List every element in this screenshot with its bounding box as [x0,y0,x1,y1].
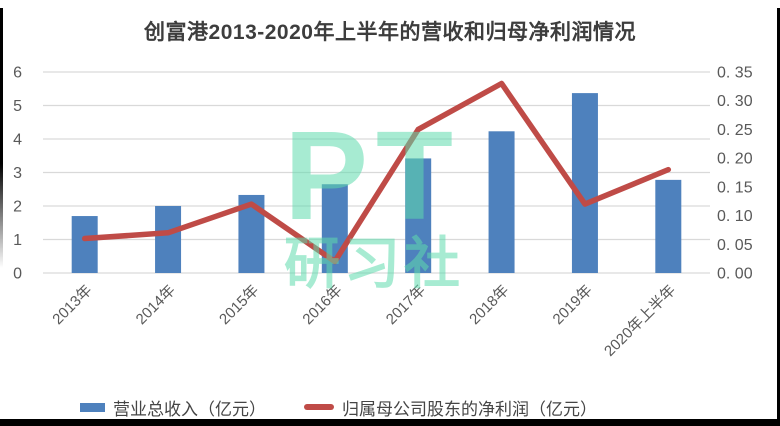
right-axis-tick-label: 0. 00 [717,266,753,283]
x-axis-label-2014年: 2014年 [133,282,179,328]
bar-2013年 [71,216,98,273]
x-axis-label-2015年: 2015年 [216,282,262,328]
right-axis-tick-label: 0. 15 [717,179,753,196]
left-axis-tick-label: 4 [13,132,22,149]
x-axis-label-2013年: 2013年 [49,282,95,328]
bar-2020年上半年 [655,179,682,273]
chart-legend: 营业总收入（亿元） 归属母公司股东的净利润（亿元） [80,394,597,420]
revenue-series-swatch-icon [80,402,105,412]
right-axis-tick-label: 0. 10 [717,208,753,225]
net-profit-line [81,80,672,265]
x-axis-label-2020年上半年: 2020年上半年 [601,282,679,360]
right-axis-tick-label: 0. 20 [717,151,753,168]
x-axis-label-2017年: 2017年 [383,282,429,328]
legend-label-revenue: 营业总收入（亿元） [113,399,266,419]
right-axis-tick-label: 0. 35 [717,65,753,82]
legend-item-revenue: 营业总收入（亿元） [80,395,266,420]
left-axis-tick-label: 2 [13,199,22,216]
right-axis-tick-label: 0. 30 [717,93,753,110]
x-axis-label-2018年: 2018年 [466,282,512,328]
bar-2018年 [488,131,515,273]
left-axis-tick-label: 3 [13,165,22,182]
net-profit-series-swatch-icon [304,404,334,410]
chart-title: 创富港2013-2020年上半年的营收和归母净利润情况 [144,21,636,44]
right-axis-tick-label: 0. 05 [717,237,753,254]
bar-2017年 [405,158,432,273]
bar-2014年 [155,206,182,273]
left-axis-tick-label: 6 [13,65,22,82]
left-axis-tick-label: 0 [13,266,22,283]
legend-item-net-profit: 归属母公司股东的净利润（亿元） [304,395,597,420]
bar-2019年 [571,93,598,273]
left-axis-tick-label: 1 [13,232,22,249]
right-axis-tick-label: 0. 25 [717,122,753,139]
x-axis-label-2016年: 2016年 [299,282,345,328]
x-axis-label-2019年: 2019年 [550,282,596,328]
left-axis-tick-label: 5 [13,98,22,115]
legend-label-net-profit: 归属母公司股东的净利润（亿元） [342,399,597,419]
